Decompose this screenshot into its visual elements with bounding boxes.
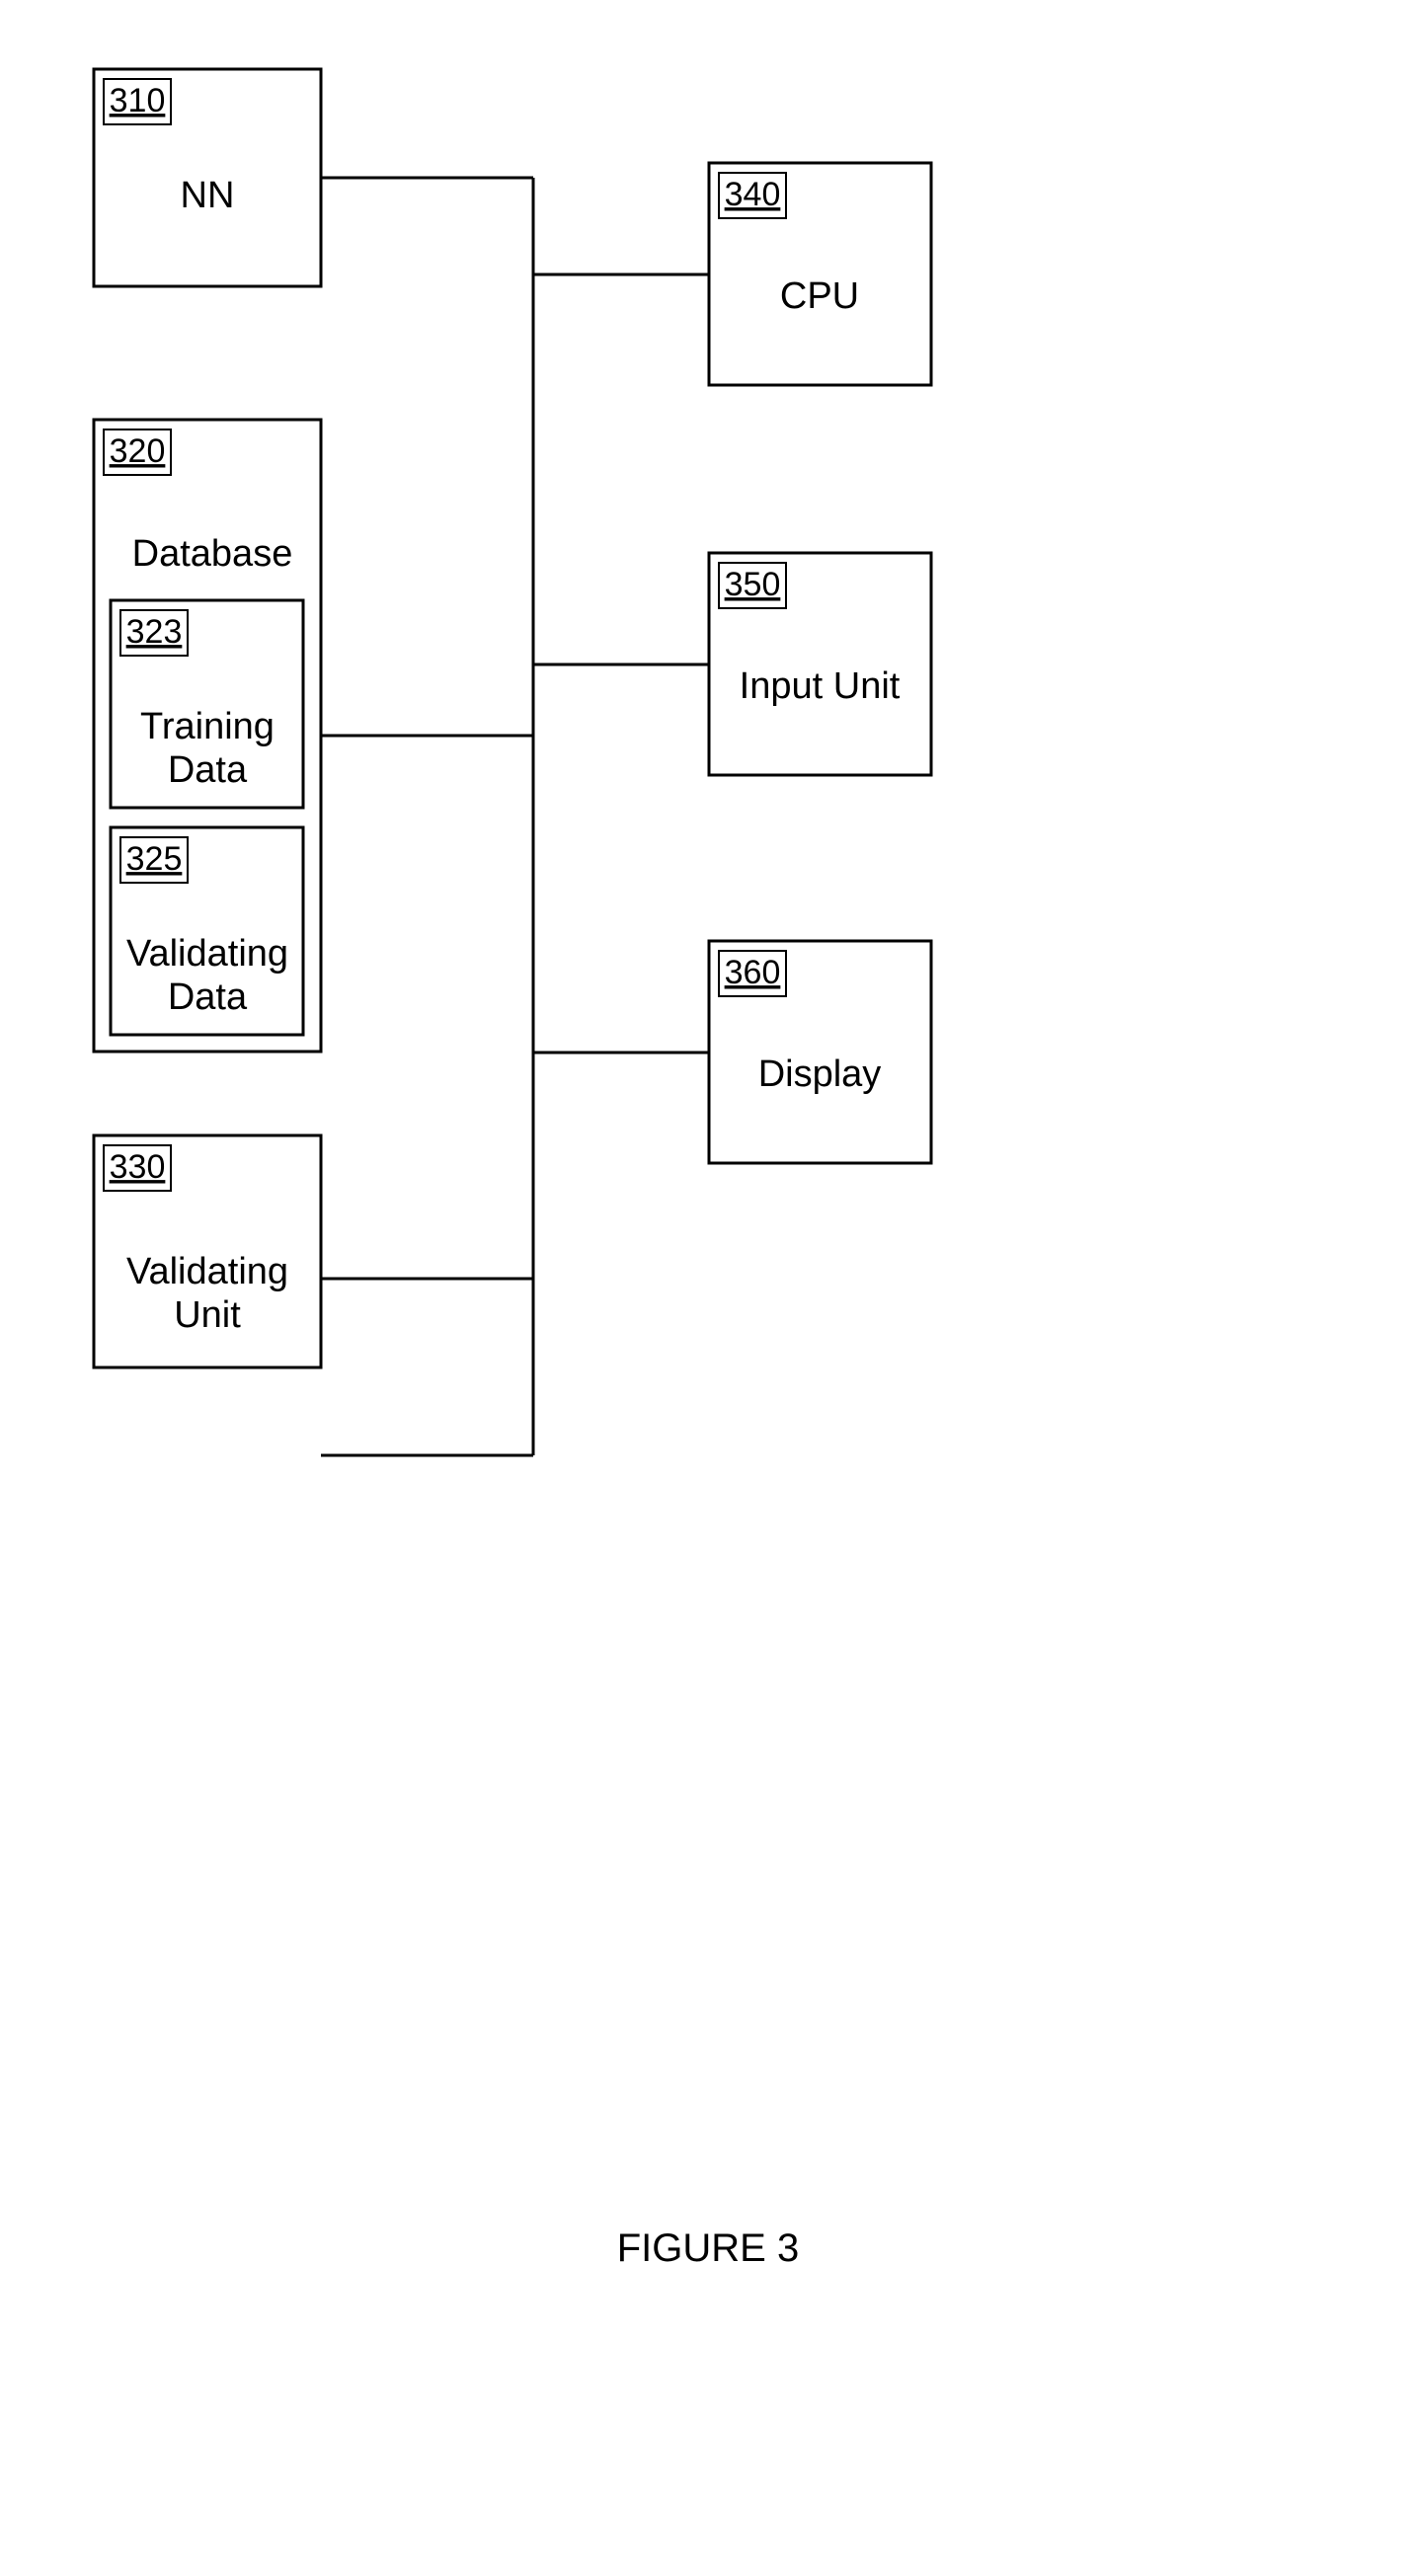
node-training_data-label-line-1: Data — [168, 749, 248, 791]
node-display-id: 360 — [725, 954, 781, 991]
node-validating_data-label-line-0: Validating — [126, 933, 288, 975]
node-training_data-id: 323 — [126, 613, 183, 651]
node-nn-id: 310 — [110, 82, 166, 119]
node-validating_unit-label-line-0: Validating — [126, 1251, 288, 1292]
block-diagram: 310NN320Database323TrainingData325Valida… — [0, 0, 1416, 2576]
node-training_data-label-line-0: Training — [140, 706, 275, 747]
node-validating_data-label-line-1: Data — [168, 976, 248, 1018]
node-input_unit-label: Input Unit — [740, 665, 901, 707]
node-validating_unit-id: 330 — [110, 1148, 166, 1186]
node-validating_unit-label-line-1: Unit — [174, 1294, 241, 1336]
node-nn-label: NN — [181, 175, 235, 216]
node-input_unit-id: 350 — [725, 566, 781, 603]
node-database-label: Database — [132, 533, 293, 575]
node-validating_data-id: 325 — [126, 840, 183, 878]
node-cpu-id: 340 — [725, 176, 781, 213]
figure-caption: FIGURE 3 — [617, 2226, 799, 2270]
node-cpu-label: CPU — [780, 275, 859, 317]
node-display-label: Display — [758, 1054, 882, 1095]
node-database-id: 320 — [110, 432, 166, 470]
